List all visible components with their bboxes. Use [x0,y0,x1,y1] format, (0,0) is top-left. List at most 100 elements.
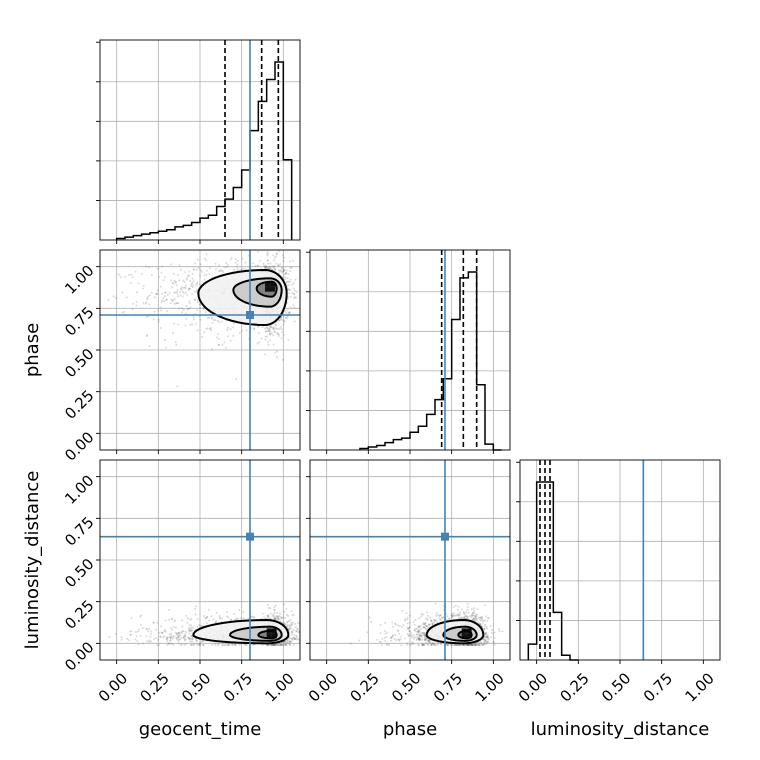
sample-point [196,301,199,304]
sample-point [229,328,232,331]
sample-point [128,273,131,276]
sample-point [467,644,470,646]
sample-point [286,317,289,320]
sample-point [446,644,449,646]
sample-point [284,616,287,619]
sample-point [290,640,293,643]
sample-point [457,605,460,608]
sample-point [119,276,122,279]
sample-point [124,275,127,278]
sample-point [273,330,276,333]
sample-point [381,637,384,640]
sample-point [451,644,454,646]
panel-content [310,460,510,660]
sample-point [285,613,288,616]
sample-point [161,299,164,302]
sample-point [210,348,213,351]
sample-point [114,633,117,636]
sample-point [285,607,288,610]
sample-point [483,641,486,644]
sample-point [191,281,194,284]
sample-point [180,630,183,633]
sample-point [411,636,414,639]
sample-point [266,326,269,329]
sample-point [287,273,290,276]
sample-point [211,644,214,646]
sample-point [426,624,429,627]
sample-point [427,640,430,643]
sample-point [294,289,297,292]
sample-point [172,636,175,639]
sample-point [288,640,291,643]
sample-point [188,287,191,290]
sample-point [446,615,449,618]
sample-point [214,262,217,265]
sample-point [276,617,279,620]
sample-point [145,316,148,319]
sample-point [285,640,288,643]
sample-point [205,273,208,276]
sample-point [268,327,271,330]
sample-point [479,623,482,626]
sample-point [188,637,191,640]
sample-point [175,632,178,635]
sample-point [452,612,455,615]
sample-point [152,318,155,321]
sample-point [433,619,436,622]
sample-point [187,637,190,640]
sample-point [120,636,123,639]
sample-point [157,318,160,321]
sample-point [420,636,423,639]
sample-point [290,610,293,613]
sample-point [236,266,239,269]
sample-point [148,639,151,642]
sample-point [136,639,139,642]
sample-point [291,291,294,294]
sample-point [478,643,481,646]
x-tick-label: 0.75 [430,669,466,705]
sample-point [454,604,457,607]
sample-point [291,623,294,626]
sample-point [196,258,199,261]
sample-point [177,642,180,645]
sample-point [190,629,193,632]
sample-point [135,304,138,307]
x-tick-label: 0.25 [136,669,172,705]
sample-point [283,640,286,643]
sample-point [399,638,402,641]
sample-point [422,613,425,616]
sample-point [471,644,474,646]
sample-point [490,632,493,635]
sample-point [253,328,256,331]
sample-point [420,615,423,618]
sample-point [366,631,369,634]
sample-point [411,641,414,644]
sample-point [174,631,177,634]
sample-point [135,635,138,638]
sample-point [276,331,279,334]
sample-point [450,644,453,646]
sample-point [289,641,292,644]
sample-point [284,278,287,281]
sample-point [418,634,421,637]
sample-point [292,636,295,639]
sample-point [137,643,140,646]
sample-point [144,302,147,305]
sample-point [423,636,426,639]
sample-point [112,295,115,298]
sample-point [295,290,298,293]
sample-point [466,644,469,646]
sample-point [218,343,221,346]
sample-point [189,630,192,633]
sample-point [418,629,421,632]
sample-point [450,614,453,617]
sample-point [123,310,126,313]
sample-point [273,330,276,333]
x-tick-label: 0.00 [95,669,131,705]
sample-point [162,636,165,639]
sample-point [173,298,176,301]
sample-point [203,278,206,281]
sample-point [264,266,267,269]
sample-point [284,276,287,279]
sample-point [422,633,425,636]
